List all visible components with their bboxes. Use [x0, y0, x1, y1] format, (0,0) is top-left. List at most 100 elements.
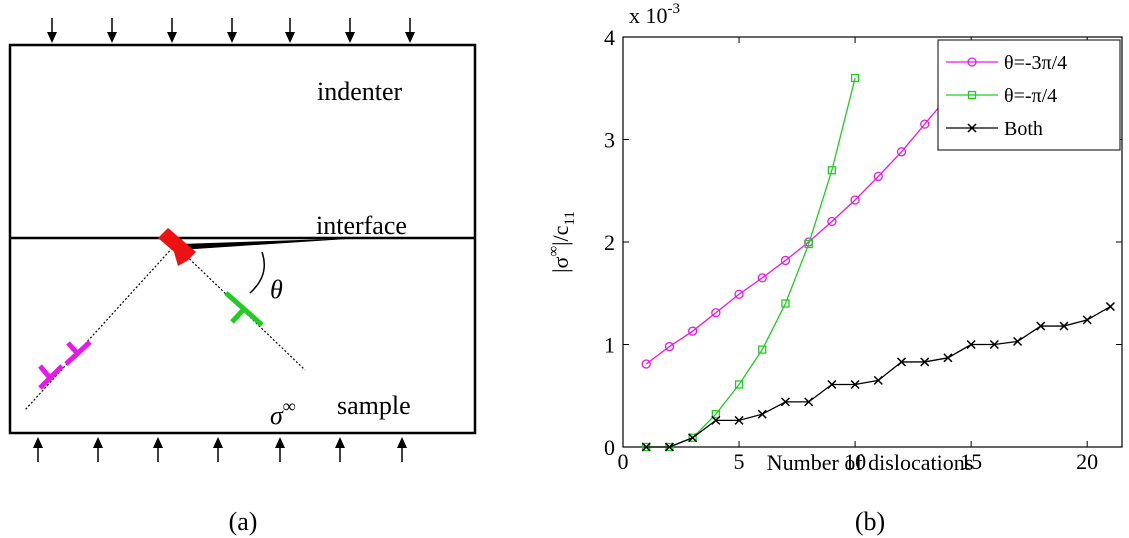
marker	[780, 255, 791, 266]
arrow-head	[335, 437, 345, 448]
legend-label: θ=-3π/4	[1004, 52, 1067, 74]
slip-plane	[24, 244, 176, 411]
marker	[967, 57, 977, 67]
marker	[896, 147, 907, 157]
marker	[1013, 336, 1023, 346]
marker	[967, 123, 977, 133]
y-tick-label: 1	[604, 333, 615, 358]
marker	[711, 415, 721, 425]
marker	[641, 359, 651, 369]
multiplier: x 10-3	[629, 1, 680, 28]
arrow-head	[107, 32, 117, 43]
marker	[780, 397, 790, 407]
marker	[687, 326, 698, 336]
marker	[873, 375, 883, 385]
marker	[1105, 302, 1115, 312]
marker	[896, 357, 907, 367]
series-line	[646, 306, 1111, 448]
marker	[757, 409, 767, 419]
arrow-head	[153, 437, 163, 448]
dislocation	[224, 291, 264, 327]
arrow-head	[227, 32, 237, 43]
marker	[920, 119, 930, 129]
y-axis-label: ∞	[546, 246, 562, 257]
y-tick-label: 2	[604, 230, 615, 255]
marker	[734, 289, 744, 299]
marker	[734, 380, 744, 389]
legend-label: θ=-π/4	[1004, 85, 1057, 107]
series-line	[645, 96, 949, 365]
marker	[781, 299, 790, 308]
marker	[711, 308, 721, 318]
x-tick-label: 5	[734, 449, 745, 474]
marker	[943, 353, 953, 363]
y-tick-label: 3	[604, 128, 615, 153]
marker	[827, 216, 837, 227]
marker	[688, 433, 698, 443]
marker	[850, 195, 860, 205]
label: σ	[270, 401, 284, 430]
marker	[664, 442, 674, 452]
marker	[758, 345, 767, 354]
chart: 0 5 10 15 20 0 1 2 3 4 x 10-3 Number of dislocation…	[546, 1, 1123, 536]
arrow-head	[47, 32, 57, 43]
x-tick-label: 20	[1076, 449, 1098, 474]
label: θ	[270, 275, 283, 304]
marker	[966, 339, 976, 350]
arrow-head	[345, 32, 355, 43]
angle-arc	[249, 251, 265, 294]
marker	[804, 239, 813, 249]
marker	[827, 379, 837, 390]
dislocation	[38, 340, 92, 390]
x-tick-label: 10	[844, 449, 866, 474]
arrow-head	[167, 32, 177, 43]
dislocation	[158, 228, 196, 266]
y-tick-label: 4	[604, 25, 615, 50]
marker	[1082, 315, 1092, 325]
label: interface	[316, 211, 407, 240]
arrow-head	[397, 437, 407, 448]
x-tick-label: 0	[618, 449, 629, 474]
arrow-head	[285, 32, 295, 43]
y-axis-label: |/c	[548, 225, 573, 246]
y-axis-label: 11	[562, 211, 578, 225]
multiplier: x 10	[629, 3, 668, 28]
marker	[804, 397, 814, 407]
marker	[711, 410, 720, 419]
diagram: indenter interface sample θ σ∞ (a)	[8, 18, 477, 536]
label: sample	[337, 391, 411, 420]
marker	[850, 73, 860, 83]
wedge	[180, 238, 362, 250]
marker	[1059, 321, 1069, 331]
marker	[688, 433, 697, 442]
arrow-head	[33, 437, 43, 448]
series-line	[646, 77, 856, 448]
marker	[850, 379, 860, 390]
marker	[920, 357, 930, 367]
label: σ∞	[270, 396, 296, 430]
marker	[641, 442, 651, 452]
label: indenter	[317, 77, 403, 106]
multiplier: -3	[668, 1, 681, 17]
marker	[873, 171, 883, 182]
marker	[967, 90, 977, 100]
y-axis-label: |σ∞|/c11	[546, 211, 578, 273]
arrow-head	[405, 32, 415, 43]
caption: (b)	[855, 507, 885, 536]
marker	[989, 339, 999, 350]
y-axis-label: |σ	[548, 256, 573, 272]
caption: (a)	[229, 507, 258, 536]
marker	[1036, 321, 1046, 331]
marker	[734, 415, 744, 425]
y-tick-label: 0	[604, 435, 615, 460]
marker	[827, 166, 837, 175]
marker	[757, 273, 767, 283]
legend-label: Both	[1004, 118, 1043, 140]
x-axis-label: Number of dislocations	[767, 450, 974, 475]
marker	[664, 341, 675, 352]
x-tick-label: 15	[960, 449, 982, 474]
arrow-head	[93, 437, 103, 448]
arrow-head	[275, 437, 285, 448]
arrow-head	[213, 437, 223, 448]
